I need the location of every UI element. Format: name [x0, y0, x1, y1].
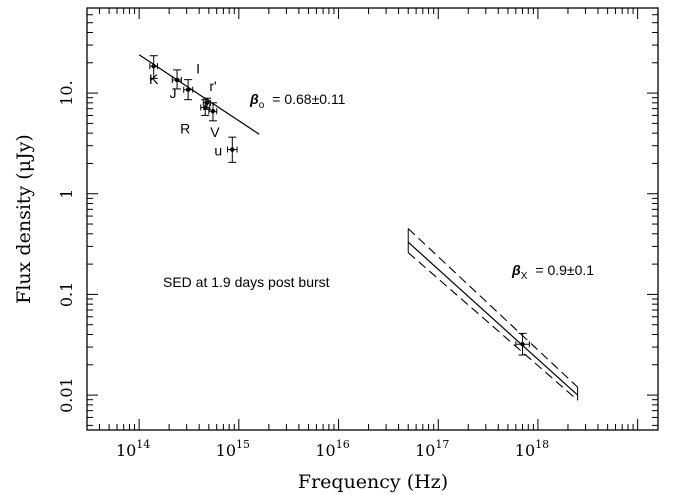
- x-tick-exponent: 15: [236, 438, 250, 451]
- x-tick-base: 10: [415, 441, 435, 460]
- x-tick-label: 1016: [315, 438, 349, 460]
- data-point: [200, 99, 211, 116]
- data-point: [227, 136, 238, 163]
- xray-fit-upper-bound: [407, 228, 578, 388]
- optical-slope-label: βo = 0.68±0.11: [249, 91, 346, 111]
- band-label-K: K: [149, 71, 159, 87]
- band-label-I: I: [196, 61, 200, 77]
- x-tick-label: 1015: [216, 438, 250, 460]
- xray-beta-value: = 0.9±0.1: [535, 262, 594, 278]
- data-point: [515, 332, 530, 356]
- point-marker: [151, 63, 156, 69]
- band-labels: KJ I Rr' Vu: [149, 61, 222, 159]
- data-point: [171, 69, 182, 90]
- optical-beta-sub: o: [259, 100, 265, 111]
- x-tick-label: 1017: [415, 438, 449, 460]
- plot-frame: [86, 7, 659, 431]
- x-tick-exponent: 18: [535, 438, 549, 451]
- band-label-J: J: [170, 85, 177, 101]
- xray-fit-line: [407, 241, 579, 396]
- point-marker: [204, 100, 210, 106]
- point-marker: [230, 147, 235, 152]
- x-tick-exponent: 16: [336, 438, 350, 451]
- x-tick-label: 1014: [116, 438, 150, 460]
- optical-fit-line: [138, 54, 260, 135]
- fit-lines: [138, 54, 579, 401]
- data-points: [149, 55, 530, 356]
- y-tick-label: 10.: [57, 80, 76, 105]
- point-marker: [210, 109, 216, 114]
- point-marker: [185, 87, 191, 92]
- axis-ticks: [86, 7, 658, 430]
- x-tick-exponent: 14: [136, 438, 150, 451]
- data-point: [183, 79, 194, 101]
- optical-beta-symbol: β: [249, 91, 259, 107]
- y-tick-label: 1: [57, 189, 76, 199]
- optical-beta-value: = 0.68±0.11: [272, 91, 345, 107]
- data-point: [149, 55, 159, 79]
- x-tick-base: 10: [515, 441, 535, 460]
- x-tick-base: 10: [315, 441, 335, 460]
- x-tick-base: 10: [216, 441, 236, 460]
- xray-fit-lower-bound: [407, 252, 578, 401]
- x-tick-exponent: 17: [435, 438, 449, 451]
- point-marker: [174, 77, 180, 83]
- xray-beta-symbol: β: [511, 262, 521, 278]
- xray-slope-label: βX = 0.9±0.1: [511, 262, 594, 282]
- band-label-u: u: [214, 143, 222, 159]
- sed-annotation: SED at 1.9 days post burst: [163, 274, 330, 290]
- x-tick-label: 1018: [515, 438, 549, 460]
- x-axis-title: Frequency (Hz): [298, 471, 448, 493]
- x-tick-base: 10: [116, 441, 136, 460]
- band-label-rprime: r': [209, 78, 216, 94]
- point-marker: [203, 105, 208, 110]
- y-tick-label: 0.1: [57, 282, 76, 307]
- band-label-R: R: [180, 120, 190, 136]
- band-label-V: V: [210, 124, 220, 140]
- y-tick-label: 0.01: [57, 377, 76, 413]
- point-marker: [520, 342, 525, 347]
- xray-beta-sub: X: [521, 271, 528, 282]
- data-point: [208, 102, 218, 122]
- y-axis-title: Flux density (μJy): [13, 134, 35, 304]
